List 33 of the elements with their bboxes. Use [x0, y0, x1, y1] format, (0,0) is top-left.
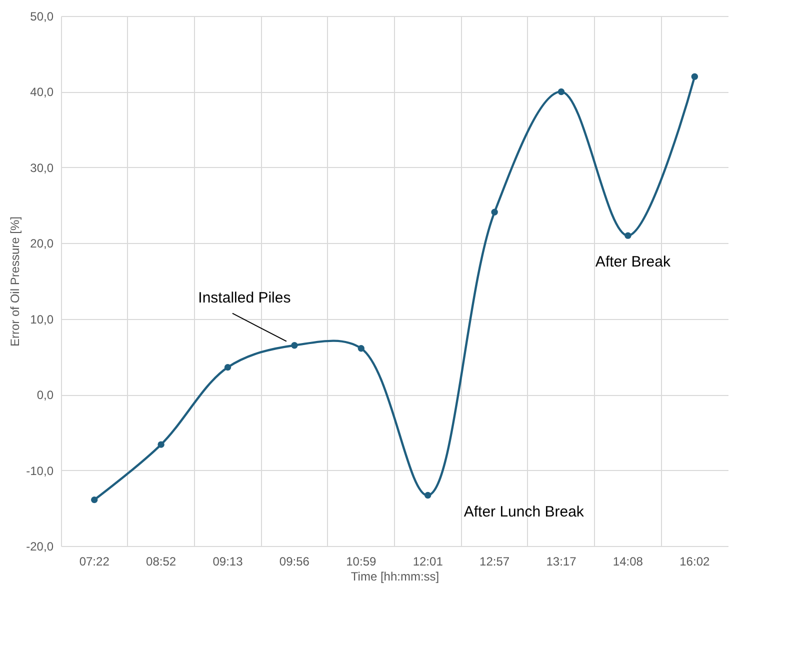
x-axis-title: Time [hh:mm:ss]: [350, 570, 440, 584]
annotation: After Lunch Break: [464, 503, 584, 520]
y-tick-label: 10,0: [30, 312, 54, 326]
point: [691, 73, 698, 80]
y-tick-label: 30,0: [30, 160, 54, 175]
point: [558, 88, 565, 96]
y-tick-label: 50,0: [30, 10, 54, 24]
y-axis-title: Error of Oil Pressure [%]: [8, 216, 22, 347]
x-tick-label: 13:17: [546, 554, 577, 568]
point: [158, 441, 164, 448]
x-tick-label: 10:59: [346, 554, 376, 568]
point: [291, 342, 298, 349]
x-tick-label: 07:22: [79, 554, 110, 568]
y-tick-label: -20,0: [26, 540, 54, 554]
y-tick-label: 40,0: [30, 85, 54, 100]
x-tick-label: 16:02: [680, 554, 710, 568]
point: [90, 496, 98, 504]
y-tick-label: 20,0: [30, 236, 54, 251]
x-tick-label: 09:56: [279, 554, 310, 568]
annotation: Installed Piles: [198, 289, 291, 306]
x-tick-label: 12:57: [480, 554, 510, 568]
y-tick-label: 0,0: [36, 388, 54, 402]
point: [424, 492, 432, 499]
point: [491, 208, 498, 216]
x-tick-label: 08:52: [146, 554, 176, 568]
point: [358, 345, 365, 352]
x-tick-label: 12:01: [412, 554, 444, 568]
point: [224, 364, 232, 371]
point: [624, 232, 632, 239]
y-tick-label: -10,0: [26, 464, 54, 478]
x-tick-label: 14:08: [612, 554, 644, 568]
annotation: After Break: [595, 254, 671, 271]
x-tick-label: 09:13: [212, 554, 244, 568]
